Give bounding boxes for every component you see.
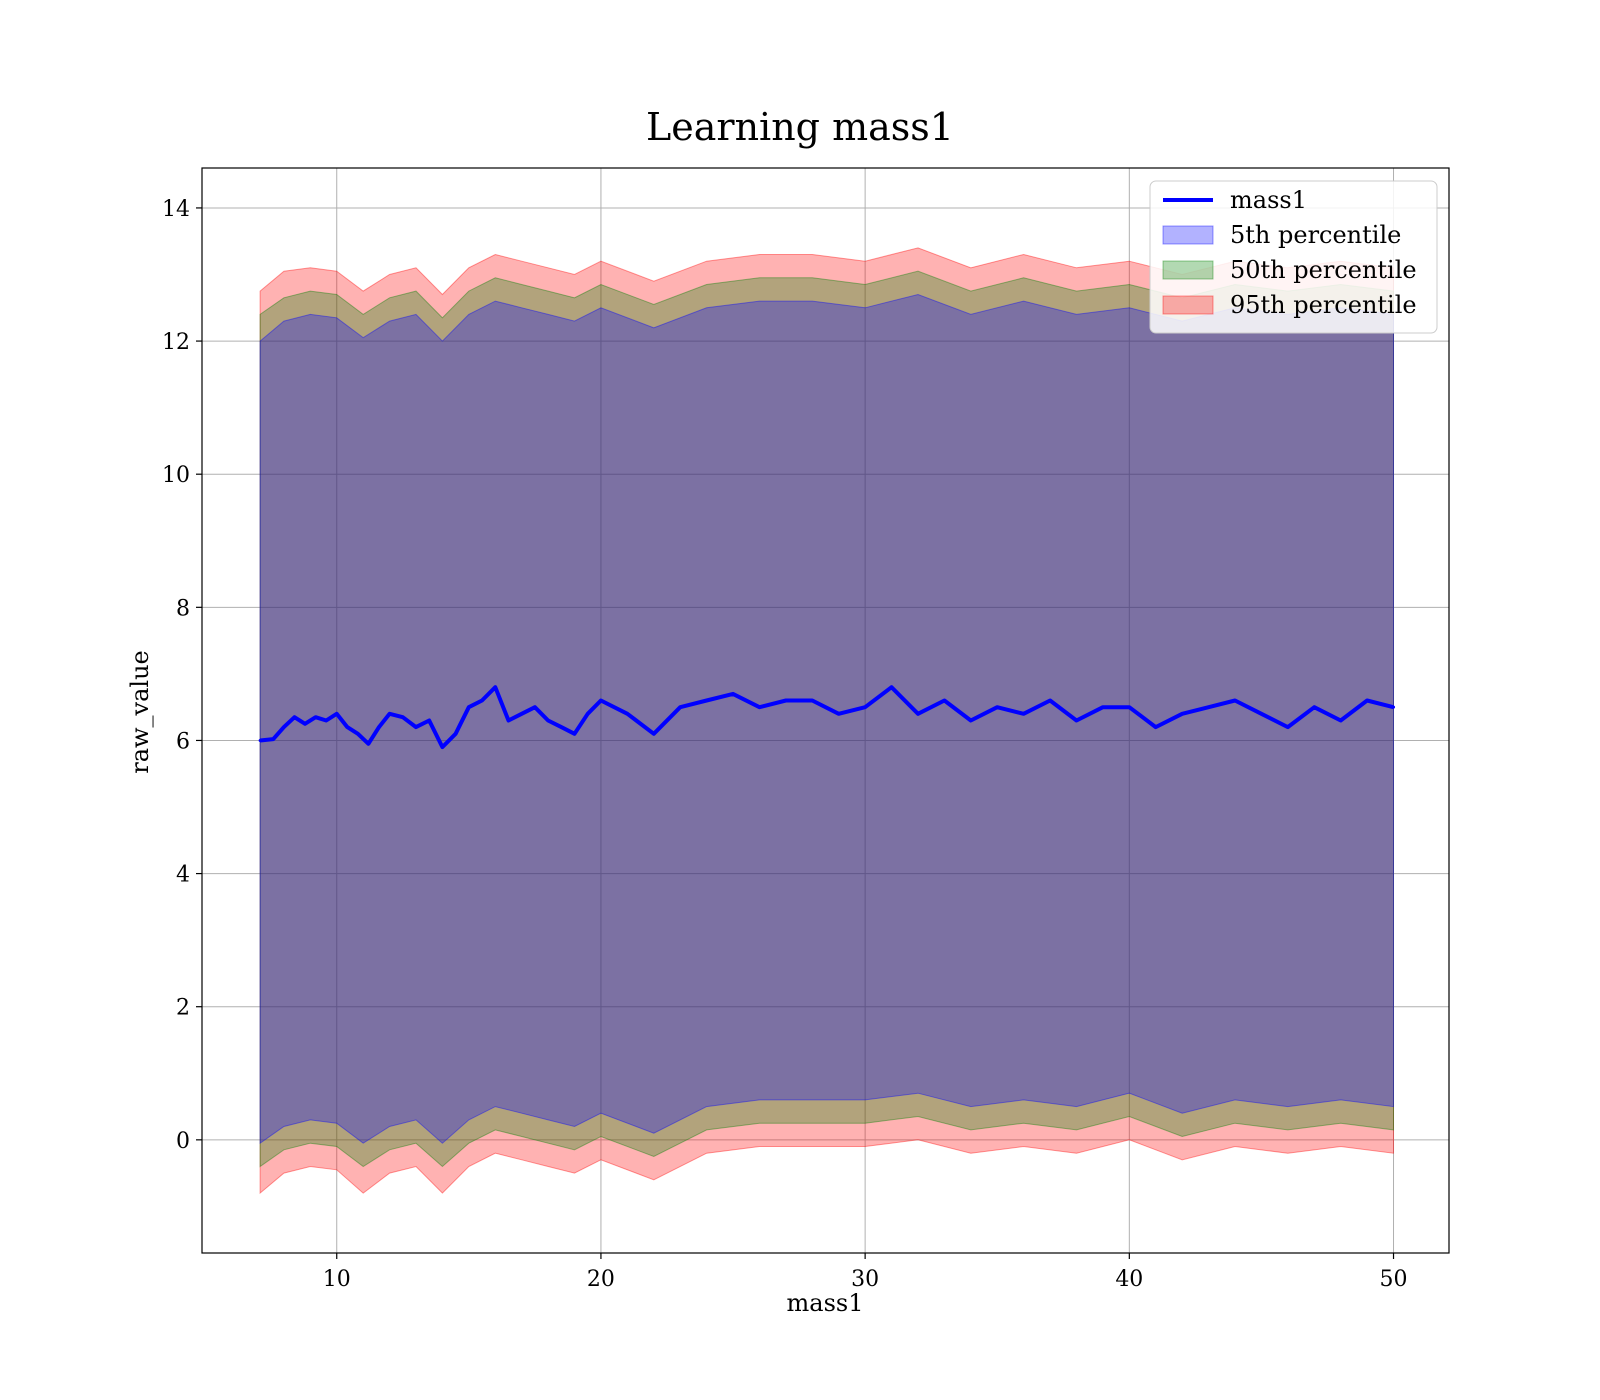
data-point bbox=[1048, 699, 1052, 703]
y-axis-label: raw_value bbox=[126, 650, 154, 774]
data-point bbox=[467, 705, 471, 709]
data-point bbox=[1286, 725, 1290, 729]
data-point bbox=[625, 712, 629, 716]
chart-title: Learning mass1 bbox=[646, 105, 954, 149]
y-tick-label: 6 bbox=[176, 729, 190, 754]
data-point bbox=[890, 685, 894, 689]
data-point bbox=[995, 705, 999, 709]
band-50th-percentile bbox=[259, 270, 1394, 1168]
legend-label: 50th percentile bbox=[1230, 256, 1417, 284]
data-point bbox=[282, 725, 286, 729]
data-point bbox=[377, 725, 381, 729]
legend-label: 5th percentile bbox=[1230, 221, 1401, 249]
ticks-layer: 10 20 30 40 50 0 2 4 6 8 10 12 14 bbox=[162, 197, 1408, 1292]
data-point bbox=[520, 712, 524, 716]
data-point bbox=[1074, 718, 1078, 722]
data-point bbox=[454, 732, 458, 736]
data-point bbox=[506, 718, 510, 722]
y-tick-label: 2 bbox=[176, 996, 190, 1021]
x-tick-label: 20 bbox=[587, 1267, 615, 1292]
data-point bbox=[757, 705, 761, 709]
y-tick-label: 0 bbox=[176, 1129, 190, 1154]
data-point bbox=[314, 715, 318, 719]
data-point bbox=[916, 712, 920, 716]
data-point bbox=[559, 725, 563, 729]
legend-swatch-band bbox=[1162, 295, 1214, 315]
data-point bbox=[1365, 699, 1369, 703]
legend-items: mass1 5th percentile 50th percentile 95th p… bbox=[1162, 186, 1417, 319]
x-tick-label: 40 bbox=[1115, 1267, 1143, 1292]
data-point bbox=[863, 705, 867, 709]
data-point bbox=[573, 732, 577, 736]
data-point bbox=[366, 742, 370, 746]
legend-label: 95th percentile bbox=[1230, 291, 1417, 319]
data-point bbox=[303, 722, 307, 726]
data-point bbox=[1392, 705, 1396, 709]
data-point bbox=[942, 699, 946, 703]
legend: mass1 5th percentile 50th percentile 95th p… bbox=[1149, 180, 1438, 334]
data-point bbox=[345, 725, 349, 729]
x-tick-label: 50 bbox=[1380, 1267, 1408, 1292]
data-point bbox=[493, 685, 497, 689]
line-layer bbox=[258, 685, 1396, 750]
data-point bbox=[401, 715, 405, 719]
data-point bbox=[784, 699, 788, 703]
data-point bbox=[1154, 725, 1158, 729]
band-5th-percentile bbox=[259, 293, 1394, 1145]
data-point bbox=[258, 738, 262, 742]
plot-area-frame bbox=[201, 167, 1450, 1254]
y-tick-label: 10 bbox=[162, 463, 190, 488]
data-point bbox=[810, 699, 814, 703]
bands-layer bbox=[259, 247, 1394, 1195]
data-point bbox=[599, 699, 603, 703]
x-tick-label: 30 bbox=[851, 1267, 879, 1292]
data-point bbox=[1127, 705, 1131, 709]
data-point bbox=[271, 737, 275, 741]
data-point bbox=[1339, 718, 1343, 722]
data-point bbox=[1101, 705, 1105, 709]
data-point bbox=[837, 712, 841, 716]
data-point bbox=[652, 732, 656, 736]
legend-swatch-band bbox=[1162, 225, 1214, 245]
data-point bbox=[427, 718, 431, 722]
band-95th-percentile bbox=[259, 247, 1394, 1195]
data-point bbox=[1312, 705, 1316, 709]
y-tick-label: 14 bbox=[162, 197, 190, 222]
data-point bbox=[1233, 699, 1237, 703]
data-point bbox=[356, 732, 360, 736]
x-tick-label: 10 bbox=[323, 1267, 351, 1292]
legend-label: mass1 bbox=[1230, 186, 1307, 214]
y-tick-label: 8 bbox=[176, 596, 190, 621]
data-point bbox=[969, 718, 973, 722]
data-point bbox=[440, 745, 444, 749]
data-point bbox=[388, 712, 392, 716]
data-point bbox=[1180, 712, 1184, 716]
data-point bbox=[414, 725, 418, 729]
data-point bbox=[678, 705, 682, 709]
data-point bbox=[533, 705, 537, 709]
data-point bbox=[546, 718, 550, 722]
data-point bbox=[705, 699, 709, 703]
y-tick-label: 12 bbox=[162, 330, 190, 355]
x-axis-label: mass1 bbox=[787, 1289, 864, 1317]
data-point bbox=[586, 712, 590, 716]
data-point bbox=[1207, 705, 1211, 709]
data-point bbox=[292, 715, 296, 719]
data-point bbox=[1259, 712, 1263, 716]
legend-swatch-band bbox=[1162, 260, 1214, 280]
data-point bbox=[324, 718, 328, 722]
data-point bbox=[731, 692, 735, 696]
legend-box bbox=[1149, 180, 1438, 334]
data-point bbox=[1022, 712, 1026, 716]
y-tick-label: 4 bbox=[176, 863, 190, 888]
data-point bbox=[335, 712, 339, 716]
data-point bbox=[480, 699, 484, 703]
